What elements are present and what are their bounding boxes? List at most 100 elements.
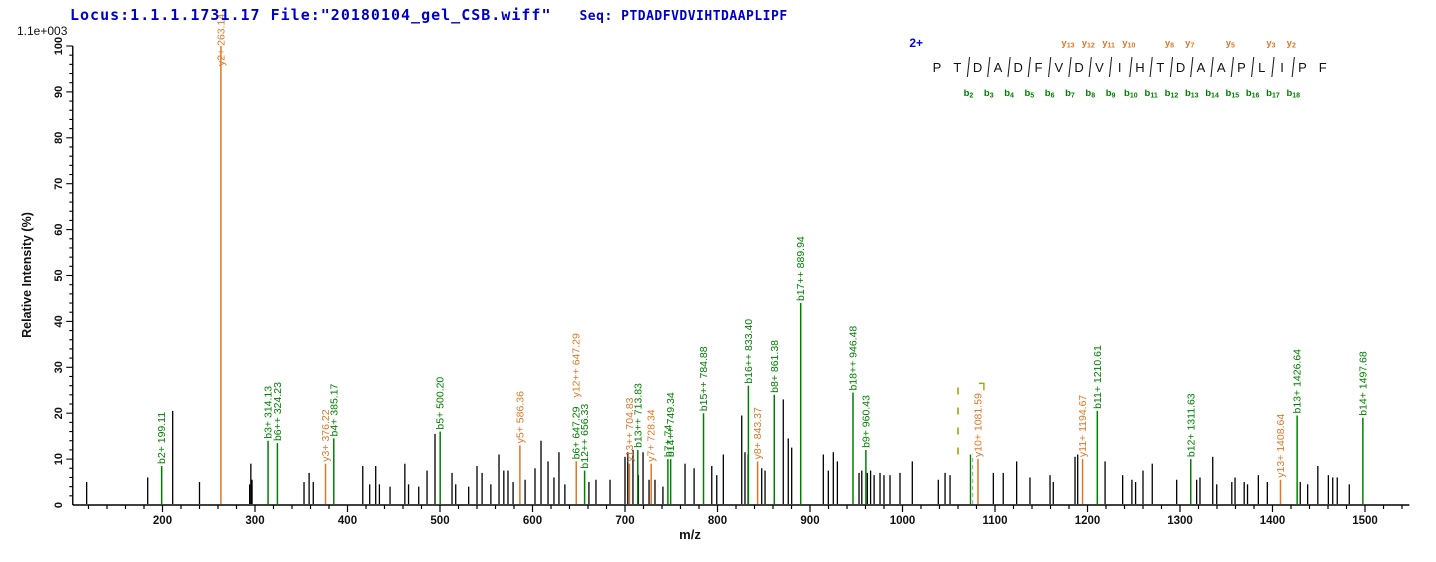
residue-letter: D	[1014, 60, 1023, 75]
y-tick-label: 30	[53, 361, 65, 373]
b-ion-peak-label: b5+ 500.20	[435, 377, 447, 430]
y-ion-peak-label: y12++ 647.29	[571, 333, 583, 397]
x-tick-label: 600	[523, 515, 542, 527]
fragment-divider	[1007, 56, 1011, 78]
x-tick-label: 1100	[983, 515, 1008, 527]
b-ion-diagram-label: b3	[984, 88, 994, 100]
fragment-divider	[1190, 56, 1194, 78]
x-tick-label: 700	[615, 515, 634, 527]
b-ion-diagram-label: b8	[1085, 88, 1095, 100]
y-ion-diagram-label: y2	[1287, 38, 1296, 50]
residue-letter: V	[1095, 60, 1104, 75]
b-ion-diagram-label: b15	[1226, 88, 1240, 100]
y-ion-peak-label: y2+ 263.14	[215, 14, 227, 66]
fragment-divider	[1027, 56, 1031, 78]
fragment-divider	[1129, 56, 1133, 78]
y-ion-diagram-label: y10	[1122, 38, 1135, 50]
b-ion-peak-label: b2+ 199.11	[156, 412, 168, 464]
x-tick-label: 1300	[1167, 515, 1193, 527]
precursor-bracket	[978, 382, 985, 391]
residue-letter: V	[1054, 60, 1063, 75]
x-tick-label: 300	[245, 515, 264, 527]
b-ion-diagram-label: b13	[1185, 88, 1199, 100]
b-ion-peak-label: b12++ 656.33	[579, 404, 591, 469]
residue-letter: T	[953, 60, 961, 75]
y-tick-label: 0	[53, 502, 65, 508]
fragment-divider	[987, 56, 991, 78]
b-ion-diagram-label: b6	[1045, 88, 1055, 100]
y-ion-peak-label: y11+ 1194.67	[1077, 395, 1089, 458]
x-tick-label: 1000	[890, 515, 916, 527]
residue-letter: A	[1197, 60, 1206, 75]
b-ion-diagram-label: b9	[1106, 88, 1116, 100]
x-tick-label: 900	[800, 515, 819, 527]
y-ion-diagram-label: y8	[1165, 38, 1174, 50]
residue-letter: I	[1118, 60, 1122, 75]
b-ion-peak-label: b17++ 889.94	[795, 236, 807, 301]
file-header: Locus:1.1.1.1731.17 File:"20180104_gel_C…	[70, 6, 788, 24]
b-ion-peak-label: b13+ 1426.64	[1292, 349, 1304, 414]
y-tick-label: 10	[53, 453, 65, 465]
b-ion-diagram-label: b17	[1266, 88, 1280, 100]
fragment-divider	[1251, 56, 1255, 78]
b-ion-diagram-label: b18	[1286, 88, 1300, 100]
y-ion-diagram-label: y13	[1061, 38, 1074, 50]
x-tick-label: 1200	[1075, 515, 1101, 527]
y-tick-label: 60	[53, 223, 65, 235]
fragment-divider	[1230, 56, 1234, 78]
y-ion-peak-label: y8+ 843.37	[752, 407, 764, 459]
b-ion-diagram-label: b14	[1205, 88, 1219, 100]
fragment-divider	[1271, 56, 1275, 78]
residue-letter: P	[933, 60, 942, 75]
residue-letter: F	[1319, 60, 1327, 75]
y-axis-title: Relative Intensity (%)	[20, 212, 34, 338]
b-ion-diagram-label: b2	[964, 88, 974, 100]
fragment-divider	[1068, 56, 1072, 78]
x-tick-label: 1400	[1260, 515, 1286, 527]
y-ion-diagram-label: y3	[1266, 38, 1275, 50]
y-ion-peak-label: y3+ 376.22	[320, 409, 332, 461]
y-ion-diagram-label: y7	[1185, 38, 1194, 50]
b-ion-diagram-label: b5	[1024, 88, 1034, 100]
y-ion-diagram-label: y5	[1226, 38, 1235, 50]
locus-file-text: Locus:1.1.1.1731.17 File:"20180104_gel_C…	[70, 6, 552, 24]
fragment-divider	[1210, 56, 1214, 78]
y-ion-peak-label: y13++ 704.83	[624, 397, 636, 461]
b-ion-peak-label: b11+ 1210.61	[1092, 345, 1104, 409]
residue-letter: D	[1074, 60, 1083, 75]
x-tick-label: 800	[708, 515, 727, 527]
residue-letter: P	[1298, 60, 1307, 75]
y-tick-label: 50	[53, 269, 65, 281]
fragment-divider	[1291, 56, 1295, 78]
b-ion-peak-label: b3+ 314.13	[263, 386, 275, 439]
b-ion-diagram-label: b16	[1246, 88, 1260, 100]
y-ion-peak-label: y10+ 1081.59	[972, 393, 984, 457]
b-ion-diagram-label: b12	[1165, 88, 1179, 100]
y-ion-peak-label: y5+ 586.36	[514, 391, 526, 443]
b-ion-peak-label: b9+ 960.43	[860, 395, 872, 448]
b-ion-peak-label: b6++ 324.23	[272, 382, 284, 441]
b-ion-diagram-label: b7	[1065, 88, 1075, 100]
b-ion-peak-label: b4+ 385.17	[328, 383, 340, 436]
y-tick-label: 100	[53, 37, 65, 55]
b-ion-peak-label: b15++ 784.88	[698, 346, 710, 411]
fragment-divider	[966, 56, 971, 78]
fragment-divider	[1169, 56, 1174, 78]
residue-letter: H	[1135, 60, 1144, 75]
x-tick-label: 200	[153, 515, 172, 527]
peptide-sequence-text: Seq: PTDADFVDVIHTDAAPLIPF	[579, 9, 788, 24]
fragment-divider	[1048, 56, 1052, 78]
residue-letter: D	[973, 60, 982, 75]
x-axis-title: m/z	[679, 527, 701, 542]
precursor-charge-label: 2+	[909, 36, 923, 50]
b-ion-diagram-label: b11	[1145, 88, 1158, 100]
fragment-divider	[1149, 56, 1153, 78]
y-tick-label: 70	[53, 178, 65, 190]
x-tick-label: 500	[430, 515, 449, 527]
fragment-divider	[1088, 56, 1092, 78]
fragment-divider	[1108, 56, 1113, 78]
b-ion-peak-label: b6+ 647.29	[571, 406, 583, 459]
b-ion-peak-label: b13++ 713.83	[632, 383, 644, 448]
residue-letter: L	[1258, 60, 1265, 75]
